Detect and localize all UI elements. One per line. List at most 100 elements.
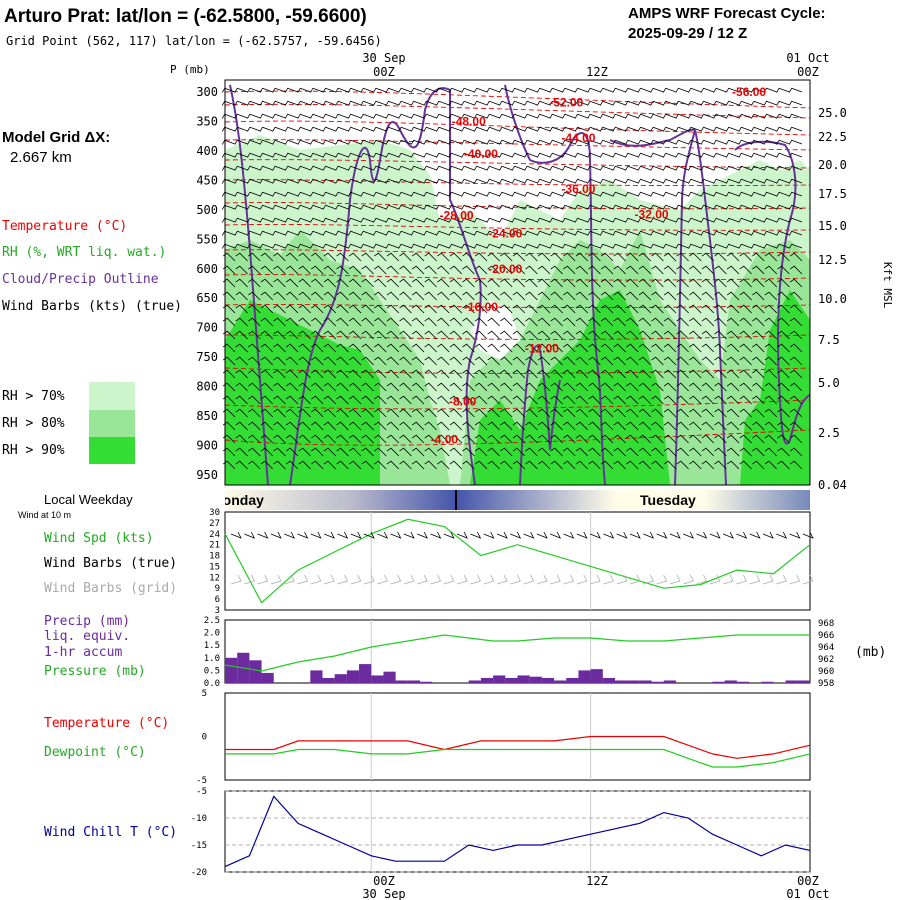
wind-barb (676, 265, 689, 275)
wind-barb (764, 291, 778, 301)
wind-barb (714, 460, 727, 470)
wind-ytick: 3 (215, 606, 220, 616)
top-tick-00z-2: 00Z (797, 65, 819, 79)
wind-barb (587, 87, 601, 93)
wind-barb (637, 204, 651, 210)
wind-barb (424, 330, 437, 340)
wind-barb-true (456, 531, 468, 539)
wind-barb (423, 230, 437, 236)
wind-barb (410, 217, 425, 223)
wind-barb (764, 369, 778, 379)
wind-barb (410, 139, 425, 145)
wind-barb (385, 191, 399, 197)
ylabel-pressure: P (mb) (170, 63, 210, 76)
wind-barb (626, 421, 639, 431)
wind-barb (662, 152, 677, 158)
wind-barb (385, 100, 399, 106)
wind-barb (562, 230, 576, 236)
wind-barb (436, 230, 450, 236)
wind-barb (399, 421, 412, 431)
wind-barb (385, 165, 399, 171)
wind-barb (752, 421, 765, 431)
wind-barb (399, 343, 412, 353)
wind-barb (537, 265, 551, 275)
wind-barb (714, 395, 727, 405)
wind-barb (612, 126, 626, 132)
wind-barb (437, 369, 450, 379)
wind-barb (764, 343, 778, 353)
wind-barb (297, 165, 311, 171)
wind-barb-true (616, 531, 628, 539)
wind-barb (487, 265, 500, 275)
wind-barb (739, 408, 752, 418)
wind-barb (563, 434, 576, 444)
wind-barb-true (284, 531, 296, 539)
wind-barb (638, 356, 652, 366)
wind-barb (625, 217, 639, 223)
wind-barb (599, 152, 614, 158)
wind-barb (587, 100, 601, 106)
wind-barb-grid (616, 574, 628, 585)
wind-barb (348, 343, 362, 353)
wind-barb (500, 265, 513, 275)
wind-barb (486, 191, 500, 197)
wind-barb (361, 382, 374, 392)
wind-barb (285, 265, 299, 275)
wind-barb (688, 113, 702, 119)
wind-barb (311, 317, 324, 327)
wind-barb (247, 178, 261, 184)
wind-barb (373, 178, 387, 184)
dewpoint-label: Dewpoint (°C) (44, 745, 146, 760)
wind-barb (638, 343, 652, 353)
wind-barb (600, 291, 614, 301)
kft-tick: 0.04 (818, 478, 847, 492)
wind-barb (437, 421, 450, 431)
wind-barb (689, 278, 702, 288)
wind-barb (462, 395, 475, 405)
wind-barb (385, 113, 399, 119)
wind-barb (423, 165, 437, 171)
wind-barb (311, 408, 324, 418)
wind-barb (499, 126, 513, 132)
wind-barb (411, 369, 425, 379)
wind-barb (550, 304, 563, 314)
wind-barb (486, 87, 500, 93)
wind-barb (525, 343, 538, 353)
wind-barb (297, 113, 311, 119)
wind-barb (536, 139, 551, 145)
wind-barb (373, 243, 387, 249)
wind-barb (764, 395, 778, 405)
wind-barb (789, 356, 803, 366)
wind-barb (437, 408, 450, 418)
wind-barb (714, 382, 727, 392)
wind-barb (272, 191, 286, 197)
wind-barb (512, 447, 526, 457)
wind-barb (777, 395, 790, 405)
wind-barb (411, 460, 425, 470)
wind-barb-grid (270, 574, 282, 585)
wind-barb (676, 395, 689, 405)
wind-barb (675, 191, 689, 197)
wind-barb-true (643, 531, 655, 539)
wind-barb (348, 304, 362, 314)
wind-barb (512, 317, 526, 327)
wind-barb (626, 278, 639, 288)
wind-barb (347, 243, 362, 249)
pressure-tick: 750 (196, 350, 218, 364)
wind-barb (272, 87, 286, 93)
wind-barb (424, 291, 437, 301)
wind-barb (461, 165, 475, 171)
wind-barb (310, 152, 324, 158)
wind-barb (701, 252, 715, 262)
wind-barb (714, 343, 727, 353)
wind-barb (500, 252, 513, 262)
wind-barb (574, 100, 588, 106)
wind-barb (310, 100, 324, 106)
wind-barb (688, 230, 702, 236)
wind-barb (726, 356, 740, 366)
wind-barb (625, 126, 639, 132)
wind-barb (374, 434, 387, 444)
wind-barb (424, 447, 437, 457)
wind-barb (751, 191, 765, 197)
wind-barb (651, 408, 664, 418)
